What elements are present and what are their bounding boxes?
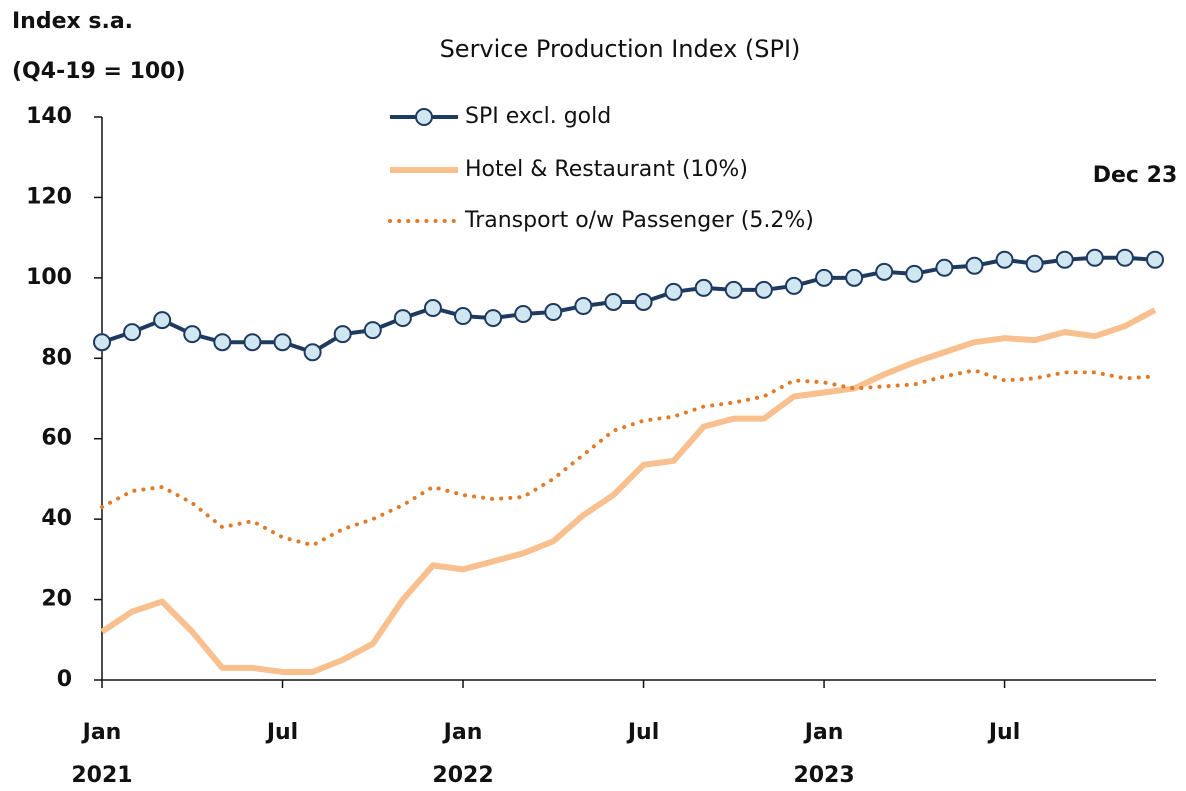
marker: [664, 282, 683, 301]
marker: [423, 299, 442, 318]
marker: [153, 311, 172, 330]
marker: [995, 250, 1014, 269]
marker: [454, 307, 473, 326]
x-tick-label: Jan: [442, 720, 483, 745]
marker: [363, 321, 382, 340]
marker: [724, 280, 743, 299]
marker: [123, 323, 142, 342]
y-tick-label: 60: [41, 426, 72, 451]
y-axis-label: (Q4-19 = 100): [12, 59, 186, 84]
x-tick-label: Jan: [803, 720, 844, 745]
marker: [1115, 248, 1134, 267]
legend-label: SPI excl. gold: [465, 104, 611, 129]
marker: [1025, 254, 1044, 273]
marker: [333, 325, 352, 344]
marker: [213, 333, 232, 352]
marker: [484, 309, 503, 328]
x-tick-label: Jul: [265, 720, 298, 745]
x-group-label: 2022: [432, 763, 493, 788]
legend-marker: [415, 108, 433, 126]
marker: [935, 258, 954, 277]
y-tick-label: 120: [26, 184, 72, 209]
y-tick-label: 0: [57, 667, 72, 692]
annotation: Dec 23: [1093, 163, 1178, 188]
x-tick-label: Jul: [626, 720, 659, 745]
x-tick-label: Jul: [987, 720, 1020, 745]
marker: [1146, 250, 1164, 269]
marker: [1055, 250, 1074, 269]
marker: [93, 333, 111, 352]
x-tick-label: Jan: [81, 720, 122, 745]
marker: [784, 276, 803, 295]
marker: [273, 333, 292, 352]
marker: [634, 292, 653, 311]
marker: [393, 309, 412, 328]
y-tick-label: 80: [41, 345, 72, 370]
marker: [514, 305, 533, 324]
x-group-label: 2023: [793, 763, 854, 788]
marker: [754, 280, 773, 299]
marker: [574, 297, 593, 316]
marker: [905, 264, 924, 283]
marker: [243, 333, 262, 352]
series-line: [100, 307, 1157, 675]
y-tick-label: 40: [41, 506, 72, 531]
y-tick-label: 20: [41, 587, 72, 612]
marker: [875, 262, 894, 281]
y-axis-label: Index s.a.: [12, 9, 133, 34]
marker: [183, 325, 202, 344]
y-tick-label: 140: [26, 104, 72, 129]
series-line: [100, 368, 1157, 548]
marker: [845, 268, 864, 287]
marker: [815, 268, 834, 287]
marker: [303, 343, 322, 362]
legend-label: Hotel & Restaurant (10%): [465, 157, 748, 182]
marker: [694, 278, 713, 297]
legend-label: Transport o/w Passenger (5.2%): [464, 208, 814, 233]
chart-title: Service Production Index (SPI): [440, 35, 801, 63]
marker: [544, 303, 563, 322]
marker: [965, 256, 984, 275]
marker: [1085, 248, 1104, 267]
x-group-label: 2021: [71, 763, 132, 788]
y-tick-label: 100: [26, 265, 72, 290]
marker: [604, 292, 623, 311]
